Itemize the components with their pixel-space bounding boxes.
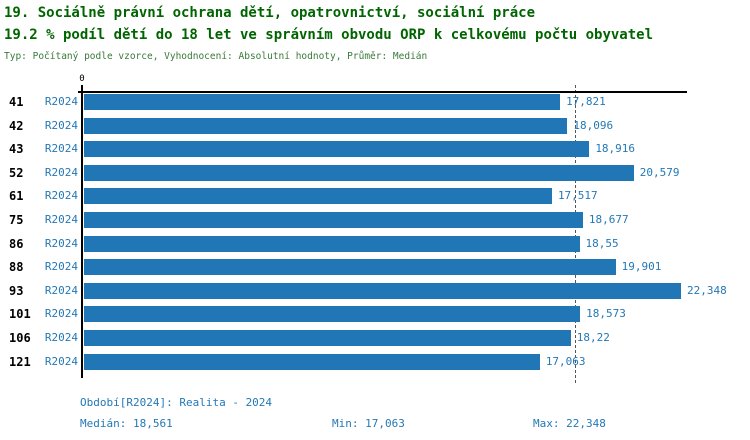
chart-subtitle: 19.2 % podíl dětí do 18 let ve správním …: [4, 27, 654, 43]
bar-value-label: 17,517: [557, 189, 598, 203]
row-id-label: 86: [9, 236, 24, 251]
chart-row: 52 R2024 20,579: [0, 162, 750, 186]
bar-value-label: 20,579: [639, 165, 680, 179]
footer-min: Min: 17,063: [332, 417, 405, 430]
bar-value-label: 18,677: [588, 212, 629, 226]
x-axis-line: [78, 91, 687, 93]
bar-value-label: 22,348: [687, 283, 727, 297]
y-axis-line: [81, 85, 83, 378]
row-id-label: 101: [9, 307, 31, 322]
bar[interactable]: [84, 235, 580, 252]
chart-row: 75 R2024 18,677: [0, 209, 750, 233]
bar-value-label: 17,821: [566, 95, 606, 108]
bar-value-label: 18,916: [595, 142, 636, 156]
row-id-label: 88: [9, 260, 24, 275]
bar[interactable]: [84, 353, 540, 370]
bar[interactable]: [84, 188, 552, 205]
row-period-label: R2024: [44, 142, 78, 156]
bar-value-label: 18,55: [585, 236, 619, 250]
bar-value-label: 18,22: [576, 330, 610, 344]
median-line: [574, 85, 576, 383]
bar[interactable]: [84, 329, 571, 346]
footer-median: Medián: 18,561: [80, 417, 173, 430]
row-period-label: R2024: [44, 330, 78, 344]
row-period-label: R2024: [44, 165, 78, 179]
row-id-label: 41: [9, 95, 24, 109]
row-period-label: R2024: [44, 118, 78, 132]
bar[interactable]: [84, 141, 590, 158]
chart-row: 86 R2024 18,55: [0, 233, 750, 257]
row-id-label: 52: [9, 165, 24, 180]
row-period-label: R2024: [44, 236, 78, 250]
chart-rows: 41 R2024 17,821 42 R2024 18,096 43 R2024 18,916 5…: [0, 91, 750, 374]
bar[interactable]: [84, 117, 568, 134]
row-id-label: 43: [9, 142, 24, 157]
chart-row: 106 R2024 18,22: [0, 327, 750, 351]
row-id-label: 106: [9, 330, 31, 345]
chart-row: 101 R2024 18,573: [0, 303, 750, 327]
row-id-label: 121: [9, 354, 31, 369]
chart-title: 19. Sociálně právní ochrana dětí, opatro…: [4, 5, 536, 21]
chart-meta: Typ: Počítaný podle vzorce, Vyhodnocení:…: [4, 51, 428, 62]
x-axis-zero-label: 0: [79, 74, 85, 84]
bar[interactable]: [84, 282, 681, 299]
row-period-label: R2024: [44, 189, 78, 203]
bar[interactable]: [84, 94, 561, 110]
chart-row: 41 R2024 17,821: [0, 91, 750, 115]
bar[interactable]: [84, 164, 634, 181]
chart-row: 93 R2024 22,348: [0, 280, 750, 304]
chart-row: 121 R2024 17,063: [0, 351, 750, 375]
bar[interactable]: [84, 306, 581, 323]
row-id-label: 93: [9, 283, 24, 298]
chart-row: 43 R2024 18,916: [0, 138, 750, 162]
bar-value-label: 17,063: [545, 354, 586, 368]
row-period-label: R2024: [44, 95, 78, 108]
bar[interactable]: [84, 211, 583, 228]
row-id-label: 61: [9, 189, 24, 204]
bar-value-label: 18,096: [573, 118, 614, 132]
row-id-label: 75: [9, 212, 24, 227]
row-period-label: R2024: [44, 212, 78, 226]
bar-value-label: 19,901: [621, 260, 662, 274]
chart-row: 88 R2024 19,901: [0, 256, 750, 280]
chart-row: 42 R2024 18,096: [0, 115, 750, 139]
footer-max: Max: 22,348: [533, 417, 606, 430]
row-period-label: R2024: [44, 307, 78, 321]
row-id-label: 42: [9, 118, 24, 133]
chart-row: 61 R2024 17,517: [0, 185, 750, 209]
row-period-label: R2024: [44, 283, 78, 297]
row-period-label: R2024: [44, 354, 78, 368]
footer-period-info: Období[R2024]: Realita - 2024: [80, 396, 273, 409]
row-period-label: R2024: [44, 260, 78, 274]
bar[interactable]: [84, 259, 616, 276]
bar-value-label: 18,573: [586, 307, 626, 321]
